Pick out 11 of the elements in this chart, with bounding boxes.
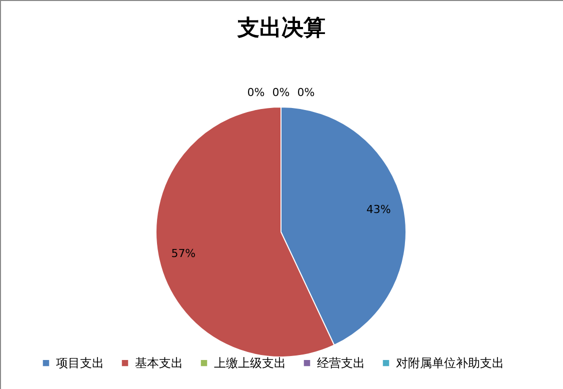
legend-label: 上缴上级支出 xyxy=(214,356,286,370)
legend-label: 经营支出 xyxy=(317,356,365,370)
data-label: 43% xyxy=(366,203,391,216)
chart-title: 支出决算 xyxy=(236,16,326,41)
legend-label: 项目支出 xyxy=(56,356,104,370)
text: 0% xyxy=(272,86,290,99)
data-label: 57% xyxy=(171,246,196,260)
legend-label: 基本支出 xyxy=(135,356,183,370)
text: 0% xyxy=(297,86,315,99)
legend-label: 对附属单位补助支出 xyxy=(396,356,504,370)
text: 0% xyxy=(247,86,265,99)
